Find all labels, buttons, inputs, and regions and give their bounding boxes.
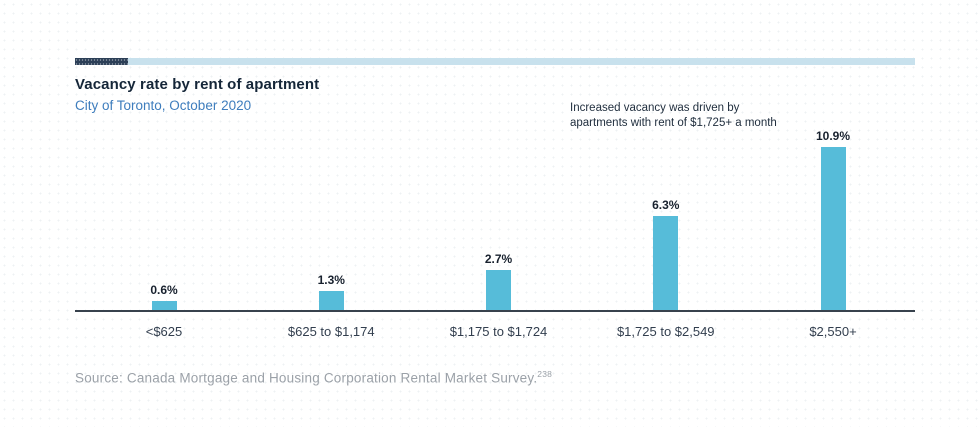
bar: [486, 270, 511, 310]
bar-value-label: 10.9%: [815, 129, 851, 143]
decorative-header-rule-accent: [75, 58, 128, 65]
bar: [653, 216, 679, 310]
bar-value-label: 2.7%: [484, 252, 513, 266]
source-footnote-number: 238: [537, 369, 553, 379]
bar-value-label: 6.3%: [652, 198, 680, 212]
x-axis-label: $625 to $1,174: [287, 324, 375, 339]
chart-subtitle: City of Toronto, October 2020: [75, 98, 252, 113]
x-axis-label: $1,725 to $2,549: [616, 324, 715, 339]
x-axis-label: $1,175 to $1,724: [449, 324, 548, 339]
decorative-header-rule: [75, 58, 915, 65]
source-note: Source: Canada Mortgage and Housing Corp…: [75, 369, 552, 386]
chart-annotation-line-2: apartments with rent of $1,725+ a month: [570, 117, 777, 129]
bar: [820, 147, 846, 310]
bar: [318, 291, 344, 310]
chart-title: Vacancy rate by rent of apartment: [75, 76, 320, 93]
x-axis-label: $2,550+: [809, 324, 857, 339]
bar: [151, 301, 177, 310]
chart-annotation: Increased vacancy was driven by apartmen…: [570, 101, 777, 131]
bar-value-label: 1.3%: [317, 273, 345, 287]
x-axis-label: <$625: [145, 324, 183, 339]
x-axis-labels: <$625 $625 to $1,174 $1,175 to $1,724 $1,72…: [75, 324, 915, 344]
source-text: Source: Canada Mortgage and Housing Corp…: [75, 370, 538, 386]
bar-value-label: 0.6%: [150, 283, 178, 297]
bar-chart: 0.6% 1.3% 2.7% 6.3% 10.9%: [75, 129, 915, 312]
chart-annotation-line-1: Increased vacancy was driven by: [570, 102, 740, 114]
